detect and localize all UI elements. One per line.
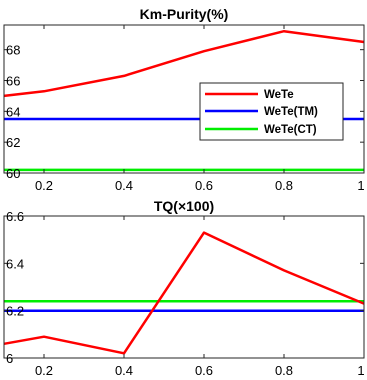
tq-plot-frame — [3, 215, 365, 359]
purity-y-tick-label: 64 — [6, 104, 20, 119]
tq-x-tick-label: 0.4 — [115, 363, 133, 378]
legend-label-wete-tm: WeTe(TM) — [264, 106, 318, 118]
purity-x-tick-label: 0.8 — [275, 178, 293, 193]
purity-x-tick-label: 0.6 — [195, 178, 213, 193]
purity-y-tick-label: 66 — [6, 74, 20, 89]
tq-series-line-0 — [3, 231, 365, 355]
tq-chart: TQ(×100) 0.2 0.4 0.6 0.8 1 6 6.2 6.4 6.6 — [3, 198, 365, 378]
tq-x-tick-label: 0.2 — [35, 363, 53, 378]
legend-label-wete: WeTe — [264, 89, 294, 101]
purity-y-tick-label: 62 — [6, 135, 20, 150]
tq-x-tick-label: 0.8 — [275, 363, 293, 378]
tq-chart-title: TQ(×100) — [154, 198, 214, 214]
legend-label-wete-ct: WeTe(CT) — [264, 124, 317, 136]
tq-x-tick-label: 0.6 — [195, 363, 213, 378]
tq-y-tick-label: 6.6 — [6, 209, 24, 224]
tq-y-tick-label: 6.4 — [6, 256, 24, 271]
purity-chart: Km-Purity(%) 0.2 0.4 0.6 0.8 1 60 62 64 66 68 WeT… — [3, 6, 365, 193]
purity-chart-title: Km-Purity(%) — [140, 6, 229, 22]
purity-series-line-0 — [3, 29, 365, 98]
tq-x-tick-label: 1 — [357, 363, 364, 378]
purity-y-tick-label: 68 — [6, 43, 20, 58]
purity-plot-frame — [3, 24, 365, 174]
tq-y-tick-label: 6.2 — [6, 304, 24, 319]
purity-x-tick-label: 0.2 — [35, 178, 53, 193]
tq-y-tick-label: 6 — [6, 351, 13, 366]
purity-x-tick-label: 0.4 — [115, 178, 133, 193]
purity-y-tick-label: 60 — [6, 166, 20, 181]
purity-x-tick-label: 1 — [357, 178, 364, 193]
legend: WeTe WeTe(TM) WeTe(CT) — [199, 82, 344, 141]
